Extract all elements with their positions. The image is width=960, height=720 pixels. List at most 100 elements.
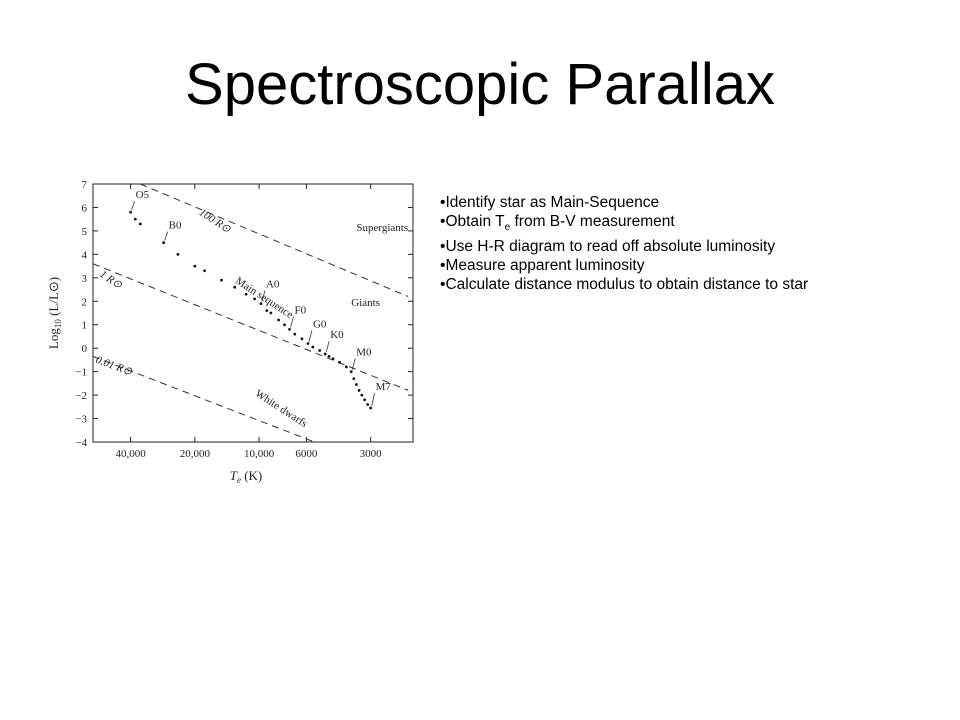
x-tick-label: 20,000 — [180, 448, 211, 460]
main-sequence-point — [253, 297, 256, 301]
y-axis-label: Log10 (L/L⊙) — [46, 277, 63, 349]
main-sequence-point — [323, 352, 327, 356]
spectral-leader — [371, 392, 376, 407]
axis-label-main: Log — [46, 328, 61, 349]
bullet-marker: • — [440, 238, 446, 256]
x-axis-label: Te (K) — [230, 468, 263, 485]
main-sequence-point — [366, 403, 370, 406]
spectral-leader — [164, 231, 169, 241]
main-sequence-point — [338, 360, 341, 364]
bullet-item: •Identify star as Main-Sequence — [440, 193, 808, 212]
y-tick-label: 0 — [82, 343, 88, 355]
hr-diagram: 100 R⊙ 1 R⊙ 0.01 R⊙ Supergiants Giants Main … — [46, 179, 414, 485]
main-sequence-point — [277, 318, 281, 322]
main-sequence-point — [311, 345, 315, 349]
spectral-type-label: M7 — [376, 381, 392, 393]
axis-label-subscript: 10 — [53, 319, 63, 329]
bullet-text: Obtain T — [445, 213, 505, 230]
main-sequence-point — [306, 342, 310, 345]
spectral-leader — [308, 330, 313, 342]
main-sequence-point — [354, 383, 358, 386]
main-sequence-point — [269, 311, 273, 315]
bullet-subscript: e — [504, 222, 511, 234]
y-tick-label: 3 — [82, 273, 88, 285]
y-tick-label: 7 — [82, 179, 88, 191]
main-sequence-point — [352, 377, 356, 381]
bullet-item: •Obtain Te from B-V measurement — [440, 212, 808, 237]
bullet-marker: • — [440, 194, 446, 211]
y-tick-label: −4 — [75, 437, 87, 449]
bullet-marker: • — [440, 257, 446, 275]
bullet-text: from B-V measurement — [510, 213, 675, 230]
spectral-type-label: O5 — [136, 189, 150, 201]
main-sequence-point — [363, 398, 367, 402]
y-tick-label: 2 — [82, 296, 88, 308]
axis-label-suffix: (K) — [241, 468, 262, 483]
bullet-text: Measure apparent luminosity — [445, 257, 645, 275]
main-sequence-point — [244, 292, 248, 296]
main-sequence-point — [349, 370, 353, 374]
main-sequence-point — [138, 222, 142, 226]
radius-line — [92, 355, 315, 443]
main-sequence-point — [233, 285, 237, 289]
bullet-item: •Calculate distance modulus to obtain di… — [440, 275, 808, 294]
spectral-type-label: G0 — [313, 318, 327, 330]
main-sequence-point — [220, 278, 223, 282]
main-sequence-point — [327, 354, 331, 358]
spectral-leader — [261, 290, 266, 302]
main-sequence-point — [193, 264, 197, 268]
x-tick-label: 10,000 — [244, 448, 275, 460]
spectral-leader — [325, 340, 330, 353]
y-tick-label: −2 — [75, 390, 87, 402]
main-sequence-point — [369, 406, 373, 410]
main-sequence-point — [129, 210, 132, 214]
radius-line-label: 0.01 R⊙ — [94, 354, 134, 379]
main-sequence-point — [300, 337, 304, 341]
radius-line — [140, 183, 409, 298]
axis-ticks: 7 6 5 4 3 2 1 0 −1 −2 −3 −4 40,000 20,000 10,000 6000 30… — [75, 179, 413, 460]
main-sequence-point — [318, 349, 322, 352]
bullet-text: Identify star as Main-Sequence — [445, 194, 660, 211]
y-tick-label: −3 — [75, 414, 87, 426]
main-sequence-point — [331, 357, 335, 361]
main-sequence-point — [283, 323, 286, 327]
y-tick-label: −1 — [75, 367, 87, 379]
main-sequence-point — [203, 269, 206, 273]
radius-line — [92, 263, 409, 391]
main-sequence-point — [344, 365, 348, 369]
bullet-marker: • — [440, 276, 446, 294]
bullet-item: •Measure apparent luminosity — [440, 256, 808, 275]
radius-line-label: 1 R⊙ — [97, 268, 124, 292]
main-sequence-point — [357, 389, 361, 392]
bullet-text: Calculate distance modulus to obtain dis… — [445, 276, 809, 294]
main-sequence-point — [293, 332, 297, 336]
spectral-leader — [351, 358, 356, 370]
spectral-leader — [290, 316, 294, 328]
main-sequence-point — [259, 302, 263, 306]
spectral-type-label: B0 — [169, 220, 182, 232]
x-tick-label: 6000 — [295, 448, 318, 460]
axis-label-main: T — [230, 468, 238, 483]
main-sequence-points — [129, 210, 373, 410]
main-sequence-point — [360, 393, 364, 397]
main-sequence-point — [176, 252, 180, 256]
region-label: Giants — [351, 297, 380, 309]
bullet-item: •Use H-R diagram to read off absolute lu… — [440, 237, 808, 256]
axis-label-suffix: (L/L⊙) — [46, 277, 61, 319]
main-sequence-point — [162, 241, 166, 245]
y-tick-label: 1 — [82, 320, 88, 332]
x-tick-label: 40,000 — [115, 448, 146, 460]
main-sequence-point — [265, 309, 269, 313]
y-tick-label: 4 — [82, 249, 88, 261]
region-label: Main sequence — [233, 275, 295, 321]
y-tick-label: 5 — [82, 226, 88, 238]
bullet-text: Use H-R diagram to read off absolute lum… — [445, 238, 776, 256]
slide-title: Spectroscopic Parallax — [185, 52, 775, 117]
spectral-type-label: A0 — [266, 279, 280, 291]
bullet-list: •Identify star as Main-Sequence •Obtain … — [440, 193, 808, 294]
axis-label-subscript: e — [237, 475, 241, 485]
bullet-marker: • — [440, 213, 446, 230]
region-label: Supergiants — [356, 222, 408, 234]
spectral-type-label: F0 — [295, 304, 307, 316]
